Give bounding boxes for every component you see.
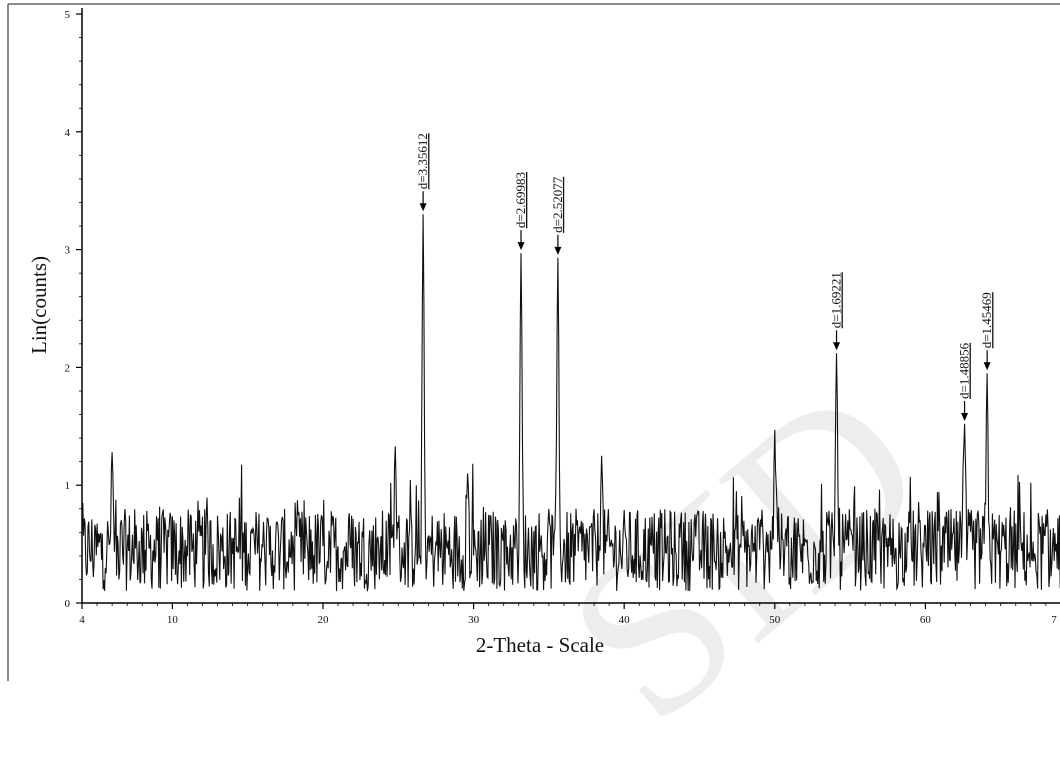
x-tick-label: 4: [79, 614, 85, 626]
x-tick-label: 10: [167, 614, 179, 626]
diffraction-trace: [82, 214, 1060, 591]
peak-label: d=1.45469: [979, 292, 994, 348]
x-tick-label: 20: [317, 614, 329, 626]
peak-arrow-head: [833, 342, 840, 350]
y-tick-label: 0: [65, 598, 71, 610]
x-tick-label: 60: [920, 614, 932, 626]
peak-arrow-head: [420, 203, 427, 211]
annotation-layer: d=3.35612 d=2.69983 d=2.52077 d=1.69221 d=1.…: [415, 133, 994, 421]
x-tick-label: 7: [1051, 614, 1057, 626]
y-tick-label: 5: [65, 9, 71, 21]
peak-arrow-head: [961, 413, 968, 421]
peak-arrow-head: [984, 362, 991, 370]
x-tick-label: 30: [468, 614, 480, 626]
x-tick-label: 40: [619, 614, 631, 626]
y-axis-title: Lin(counts): [27, 256, 51, 354]
y-tick-label: 1: [65, 480, 71, 492]
peak-label: d=1.48856: [957, 342, 972, 399]
trace-layer: [82, 214, 1060, 591]
y-tick-label: 3: [65, 245, 71, 257]
x-tick-label: 50: [769, 614, 781, 626]
y-tick-label: 4: [65, 127, 71, 139]
x-axis-title: 2-Theta - Scale: [476, 633, 604, 657]
peak-arrow-head: [518, 242, 525, 250]
peak-label: d=2.69983: [513, 172, 528, 228]
peak-arrow-head: [554, 247, 561, 255]
peak-label: d=1.69221: [829, 272, 844, 328]
peak-label: d=2.52077: [550, 176, 565, 233]
peak-label: d=3.35612: [415, 133, 430, 189]
y-tick-label: 2: [65, 362, 71, 374]
